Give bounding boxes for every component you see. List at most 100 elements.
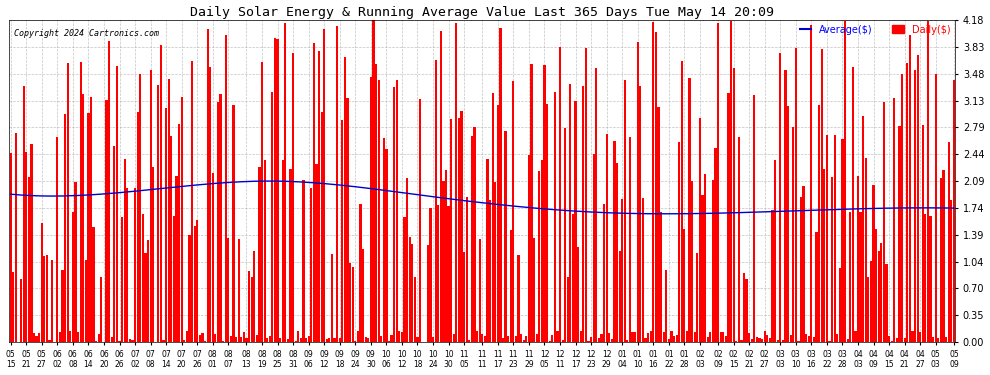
Bar <box>556 331 558 342</box>
Bar <box>385 149 387 342</box>
Bar <box>654 32 657 342</box>
Bar <box>46 255 49 342</box>
Bar <box>598 338 600 342</box>
Bar <box>621 199 624 342</box>
Bar <box>292 53 294 342</box>
Bar <box>559 47 561 342</box>
Bar <box>235 337 238 342</box>
Bar <box>435 60 437 342</box>
Bar <box>857 176 859 342</box>
Bar <box>20 279 22 342</box>
Bar <box>173 216 175 342</box>
Bar <box>440 32 442 342</box>
Bar <box>473 126 475 342</box>
Bar <box>862 116 864 342</box>
Bar <box>872 186 874 342</box>
Bar <box>829 341 831 342</box>
Bar <box>253 251 255 342</box>
Bar <box>795 48 797 342</box>
Bar <box>854 332 856 342</box>
Bar <box>323 29 326 342</box>
Bar <box>790 335 792 342</box>
Bar <box>548 341 550 342</box>
Bar <box>776 340 779 342</box>
Bar <box>142 214 144 342</box>
Bar <box>518 255 520 342</box>
Bar <box>745 279 747 342</box>
Bar <box>492 93 494 342</box>
Bar <box>717 23 719 342</box>
Bar <box>771 210 773 342</box>
Bar <box>134 188 137 342</box>
Bar <box>44 256 46 342</box>
Bar <box>733 69 735 342</box>
Bar <box>837 334 839 342</box>
Bar <box>494 182 496 342</box>
Bar <box>932 338 935 342</box>
Bar <box>369 78 372 342</box>
Bar <box>821 50 823 342</box>
Bar <box>831 177 834 342</box>
Bar <box>228 238 230 342</box>
Bar <box>843 21 846 342</box>
Bar <box>305 338 307 342</box>
Bar <box>121 217 123 342</box>
Bar <box>308 336 310 342</box>
Bar <box>119 341 121 342</box>
Bar <box>241 338 243 342</box>
Bar <box>116 66 118 342</box>
Bar <box>25 152 28 342</box>
Bar <box>699 118 701 342</box>
Bar <box>896 338 898 342</box>
Bar <box>849 212 851 342</box>
Bar <box>484 336 486 342</box>
Bar <box>359 204 361 342</box>
Bar <box>349 264 351 342</box>
Bar <box>217 102 219 342</box>
Bar <box>396 80 398 342</box>
Bar <box>188 235 190 342</box>
Bar <box>891 340 893 342</box>
Bar <box>438 205 440 342</box>
Bar <box>577 247 579 342</box>
Bar <box>824 170 826 342</box>
Bar <box>883 102 885 342</box>
Bar <box>925 214 927 342</box>
Bar <box>572 214 574 342</box>
Bar <box>502 339 504 342</box>
Bar <box>398 331 401 342</box>
Bar <box>111 337 113 342</box>
Bar <box>782 340 784 342</box>
Bar <box>878 251 880 342</box>
Bar <box>471 136 473 342</box>
Bar <box>935 74 937 342</box>
Bar <box>409 237 411 342</box>
Bar <box>64 114 66 342</box>
Bar <box>649 331 651 342</box>
Bar <box>362 249 364 342</box>
Bar <box>145 253 147 342</box>
Bar <box>258 167 260 342</box>
Bar <box>748 333 750 342</box>
Bar <box>383 138 385 342</box>
Bar <box>79 62 82 342</box>
Bar <box>372 20 374 342</box>
Bar <box>797 341 800 342</box>
Bar <box>147 240 149 342</box>
Bar <box>507 336 509 342</box>
Bar <box>414 277 416 342</box>
Bar <box>28 177 30 342</box>
Bar <box>201 333 204 342</box>
Bar <box>652 22 654 342</box>
Bar <box>388 341 390 342</box>
Bar <box>326 339 328 342</box>
Bar <box>774 160 776 342</box>
Bar <box>945 337 947 342</box>
Bar <box>238 239 240 342</box>
Bar <box>157 85 159 342</box>
Bar <box>33 333 35 342</box>
Bar <box>38 333 41 342</box>
Bar <box>98 334 100 342</box>
Bar <box>149 70 151 342</box>
Bar <box>810 24 813 342</box>
